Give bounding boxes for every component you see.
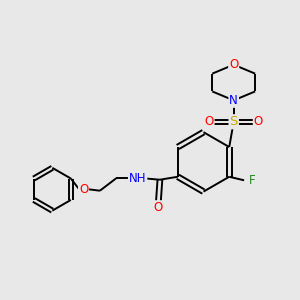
Text: N: N	[229, 94, 238, 107]
Text: F: F	[249, 174, 255, 187]
Text: O: O	[204, 115, 214, 128]
Text: O: O	[154, 201, 163, 214]
Text: O: O	[79, 183, 88, 196]
Text: NH: NH	[129, 172, 146, 185]
Text: S: S	[230, 115, 238, 128]
Text: O: O	[254, 115, 263, 128]
Text: O: O	[229, 58, 238, 71]
